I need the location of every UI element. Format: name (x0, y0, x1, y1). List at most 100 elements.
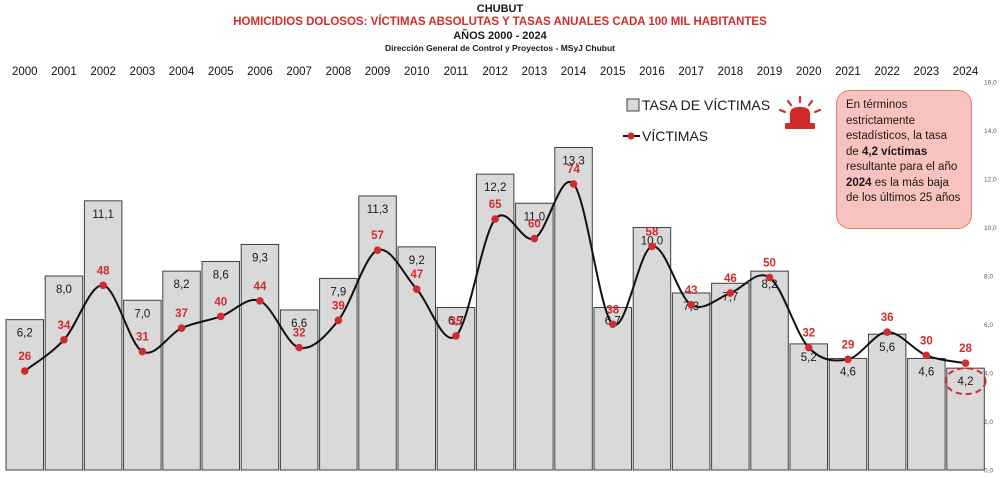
x-tick-2000: 2000 (12, 66, 38, 78)
x-tick-2013: 2013 (522, 66, 548, 78)
bar-label-2022: 5,6 (879, 342, 895, 354)
bar-2014 (554, 146, 593, 471)
bar-label-2024: 4,2 (958, 376, 974, 388)
victims-point-2004 (177, 324, 186, 332)
bar-label-2006: 9,3 (252, 252, 268, 264)
bar-label-2009: 11,3 (367, 204, 389, 216)
victims-label-2011: 35 (450, 316, 463, 328)
victims-label-2023: 30 (920, 335, 933, 347)
bar-2001 (44, 275, 84, 471)
victims-label-2008: 39 (332, 300, 345, 312)
x-tick-2019: 2019 (757, 66, 783, 78)
siren-alarm-icon (778, 95, 822, 129)
chart-title: HOMICIDIOS DOLOSOS: VÍCTIMAS ABSOLUTAS Y… (233, 16, 767, 28)
y2-tick-2: 4,0 (984, 371, 993, 378)
victims-point-2005 (216, 312, 225, 321)
bar-2009 (358, 195, 397, 471)
bar-2004 (162, 270, 201, 471)
victims-label-2010: 47 (410, 269, 423, 281)
bar-label-2008: 7,9 (330, 286, 346, 298)
victims-label-2022: 36 (881, 312, 894, 324)
victims-label-2006: 44 (254, 281, 267, 293)
y2-tick-1: 2,0 (984, 419, 993, 426)
victims-label-2013: 60 (528, 219, 541, 231)
bar-2005 (201, 260, 240, 471)
x-tick-2011: 2011 (444, 66, 469, 78)
bar-label-2013: 11,0 (524, 211, 546, 223)
victims-label-2007: 32 (293, 328, 306, 340)
victims-label-2000: 26 (18, 351, 31, 363)
bar-label-2021: 4,6 (840, 366, 856, 378)
bar-2016 (632, 227, 672, 471)
victims-point-2011 (452, 332, 460, 340)
victims-label-2004: 37 (175, 308, 188, 320)
bar-2020 (789, 343, 828, 471)
note-text-2: resultante para el año (846, 161, 958, 173)
bar-2019 (750, 270, 789, 471)
bar-2000 (5, 319, 44, 471)
legend-bar-swatch (626, 98, 640, 112)
victims-label-2021: 29 (842, 339, 855, 351)
bar-label-2011: 6,7 (448, 316, 464, 328)
bar-2023 (907, 357, 946, 471)
bar-label-2001: 8,0 (56, 284, 72, 296)
bar-2003 (123, 299, 162, 471)
note-text-3: es la más baja de los últimos 25 años (846, 176, 961, 205)
x-tick-2021: 2021 (835, 66, 861, 78)
victims-point-2007 (295, 343, 303, 352)
victims-point-2022 (883, 328, 891, 336)
legend-line-label: VÍCTIMAS (642, 128, 708, 144)
victims-point-2020 (804, 343, 813, 352)
victims-point-2023 (922, 351, 931, 360)
bar-label-2000: 6,2 (17, 328, 33, 340)
victims-label-2001: 34 (58, 320, 71, 332)
victims-label-2012: 65 (489, 199, 502, 211)
bar-2010 (397, 246, 436, 471)
bar-label-2004: 8,2 (174, 279, 190, 291)
x-tick-2003: 2003 (130, 66, 156, 78)
victims-label-2015: 38 (606, 304, 619, 316)
bar-label-2014: 13,3 (562, 155, 584, 167)
x-tick-2015: 2015 (600, 66, 626, 78)
victims-label-2020: 32 (802, 328, 815, 340)
y2-tick-0: 0,0 (984, 468, 993, 475)
bar-2022 (867, 333, 907, 471)
bar-2008 (319, 277, 358, 471)
victims-point-2012 (491, 215, 499, 223)
x-tick-2005: 2005 (208, 66, 234, 78)
victims-label-2019: 50 (763, 258, 776, 270)
x-tick-2018: 2018 (718, 66, 744, 78)
victims-point-2001 (60, 336, 68, 344)
bar-2024 (946, 367, 985, 471)
victims-point-2006 (256, 297, 264, 305)
victims-label-2002: 48 (97, 265, 110, 277)
bar-2006 (240, 243, 280, 471)
bar-label-2020: 5,2 (801, 352, 817, 364)
x-tick-2002: 2002 (90, 66, 116, 78)
y2-tick-5: 10,0 (984, 225, 997, 232)
victims-point-2010 (412, 285, 421, 293)
victims-point-2018 (726, 289, 735, 297)
x-tick-2014: 2014 (561, 66, 587, 78)
victims-label-2017: 43 (685, 285, 698, 297)
bar-label-2010: 9,2 (409, 255, 425, 267)
bar-label-2003: 7,0 (134, 308, 150, 320)
x-tick-2024: 2024 (953, 66, 979, 78)
bar-2015 (593, 307, 632, 471)
bar-2021 (828, 357, 868, 471)
victims-point-2019 (765, 273, 774, 282)
x-tick-2016: 2016 (639, 66, 665, 78)
legend: TASA DE VÍCTIMAS VÍCTIMAS (623, 97, 770, 144)
victims-point-2015 (608, 320, 617, 329)
highlight-2024-ring (944, 367, 987, 396)
x-tick-2006: 2006 (247, 66, 273, 78)
victims-point-2009 (373, 246, 382, 255)
victims-label-2024: 28 (959, 343, 972, 355)
note-text-1: En términos estrictamente estadísticos, … (846, 99, 947, 158)
victims-point-2002 (99, 281, 107, 290)
bar-2017 (671, 292, 711, 471)
y2-tick-4: 8,0 (984, 274, 993, 281)
chart-region: CHUBUT (476, 3, 524, 15)
bar-label-2005: 8,6 (213, 269, 229, 281)
